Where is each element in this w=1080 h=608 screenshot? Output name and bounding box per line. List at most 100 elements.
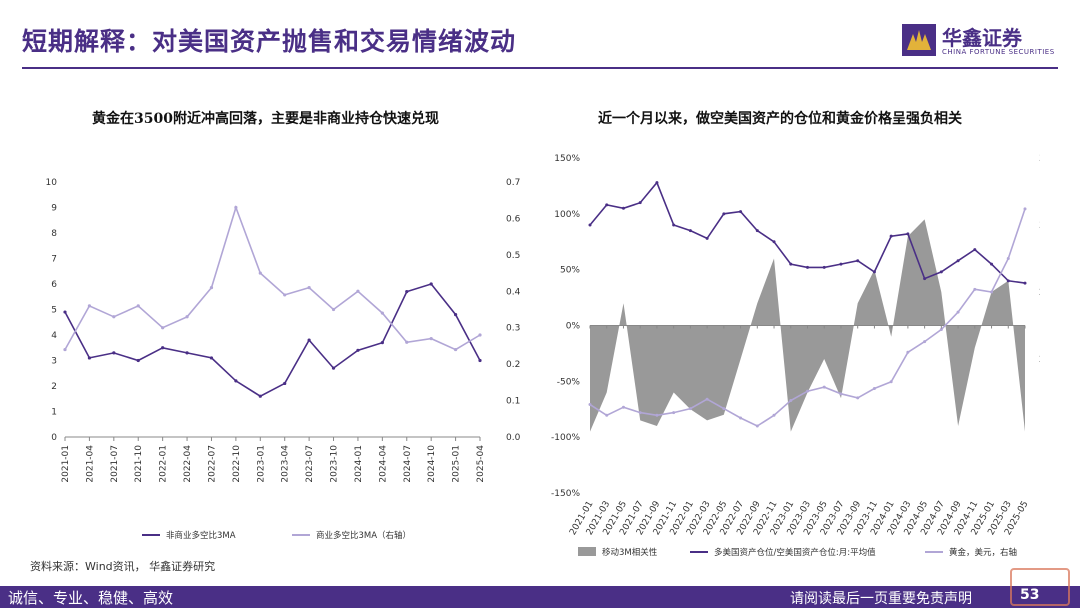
legend-label: 黄金，美元，右轴 — [949, 547, 1017, 558]
data-point — [739, 416, 743, 420]
y-left-tick-label: 7 — [51, 255, 57, 265]
data-point — [1023, 281, 1027, 285]
y-left-tick-label: -50% — [557, 377, 581, 387]
y-right-tick-label: 0.7 — [506, 178, 520, 188]
chart2: -150% -100% -50% 0% 50% 100% 150% 1,200 1,700 2,2… — [551, 154, 1040, 558]
y-left-tick-label: 0% — [566, 322, 581, 332]
data-point — [923, 277, 927, 281]
legend-label: 非商业多空比3MA — [166, 530, 236, 541]
data-point — [161, 346, 165, 350]
y-right-tick-label: 0.2 — [506, 360, 520, 370]
y-right-tick-label: 1,200 — [1039, 489, 1040, 499]
data-point — [722, 212, 726, 216]
x-tick-label: 2022-04 — [183, 445, 193, 483]
data-point — [209, 286, 214, 290]
data-point — [872, 270, 876, 274]
data-point — [705, 397, 709, 401]
data-point — [87, 356, 92, 360]
data-point — [672, 223, 676, 227]
legend-label: 多美国资产仓位/空美国资产仓位:月:平均值 — [714, 547, 876, 558]
data-point — [839, 262, 843, 266]
data-point — [906, 350, 910, 354]
y-left-tick-label: 3 — [51, 357, 57, 367]
disclaimer-link[interactable]: 请阅读最后一页重要免责声明 — [790, 591, 972, 607]
data-point — [722, 407, 726, 411]
data-point — [755, 424, 759, 428]
footer-bar: 诚信、专业、稳健、高效 请阅读最后一页重要免责声明 53 — [0, 586, 1080, 608]
data-point — [705, 236, 709, 240]
data-point — [839, 392, 843, 396]
y-left-tick-label: 4 — [51, 331, 57, 341]
data-point — [429, 337, 433, 341]
y-left-tick-label: 1 — [51, 408, 57, 418]
data-point — [1006, 257, 1010, 260]
y-right-tick-label: 3,700 — [1039, 154, 1040, 164]
data-point — [822, 265, 826, 269]
data-point — [380, 311, 384, 315]
source-note: 资料来源：Wind资讯， 华鑫证券研究 — [30, 560, 216, 573]
data-point — [856, 396, 860, 400]
x-tick-label: 2024-07 — [403, 445, 413, 483]
data-point — [405, 290, 409, 294]
y-right-tick-label: 0.6 — [506, 214, 520, 224]
y-left-tick-label: 6 — [51, 280, 57, 290]
data-point — [990, 262, 994, 266]
x-tick-label: 2024-01 — [354, 445, 364, 483]
data-point — [356, 348, 360, 352]
data-point — [655, 181, 659, 185]
data-point — [453, 347, 458, 352]
y-left-tick-label: 50% — [560, 266, 580, 276]
legend-swatch-1 — [578, 547, 596, 556]
x-tick-label: 2022-07 — [207, 445, 217, 483]
brand-name-en: CHINA FORTUNE SECURITIES — [942, 48, 1055, 56]
data-point — [429, 282, 433, 286]
data-point — [638, 201, 642, 205]
data-point — [234, 379, 238, 383]
watermark-stamp — [1010, 568, 1070, 606]
data-point — [672, 411, 676, 415]
page-title: 短期解释：对美国资产抛售和交易情绪波动 — [22, 27, 517, 56]
data-point — [772, 240, 776, 244]
data-point — [405, 340, 409, 344]
y-left-tick-label: 10 — [46, 178, 58, 188]
brand-name: 华鑫证券 — [942, 26, 1022, 50]
x-tick-label: 2024-10 — [427, 445, 437, 483]
x-tick-label: 2021-04 — [85, 445, 95, 483]
data-point — [161, 326, 165, 330]
y-right-tick-label: 0.1 — [506, 397, 520, 407]
y-left-tick-label: 2 — [51, 382, 57, 392]
data-point — [234, 205, 238, 210]
chart1: 0 1 2 3 4 5 6 7 8 9 10 0.0 0.1 0.2 0.3 0.4 0.5 0.6 0.7 2021… — [46, 178, 520, 541]
data-point — [283, 293, 287, 297]
y-left-tick-label: 0 — [51, 433, 57, 443]
data-point — [655, 413, 659, 417]
data-point — [331, 366, 336, 370]
data-point — [136, 358, 140, 363]
y-left-tick-label: 100% — [554, 210, 580, 220]
y-right-tick-label: 0.3 — [506, 324, 520, 334]
data-point — [112, 351, 116, 355]
data-point — [258, 271, 262, 275]
data-point — [185, 315, 189, 319]
data-point — [621, 405, 625, 409]
data-point — [588, 403, 592, 407]
x-tick-label: 2021-07 — [110, 445, 120, 483]
data-point — [688, 229, 692, 233]
x-tick-label: 2023-07 — [305, 445, 315, 483]
data-point — [939, 328, 943, 332]
data-point — [822, 385, 826, 389]
x-tick-label: 2023-04 — [281, 445, 291, 483]
data-point — [307, 338, 311, 342]
data-point — [112, 315, 116, 319]
data-point — [806, 389, 809, 393]
data-point — [63, 310, 67, 314]
x-tick-label: 2022-01 — [159, 445, 169, 483]
y-left-tick-label: -150% — [551, 489, 580, 499]
data-point — [136, 304, 140, 308]
data-point — [87, 304, 92, 308]
page-number: 53 — [1020, 587, 1040, 603]
data-point — [872, 386, 876, 390]
data-point — [63, 347, 67, 352]
y-left-tick-label: 5 — [51, 306, 57, 316]
data-point — [209, 356, 214, 360]
